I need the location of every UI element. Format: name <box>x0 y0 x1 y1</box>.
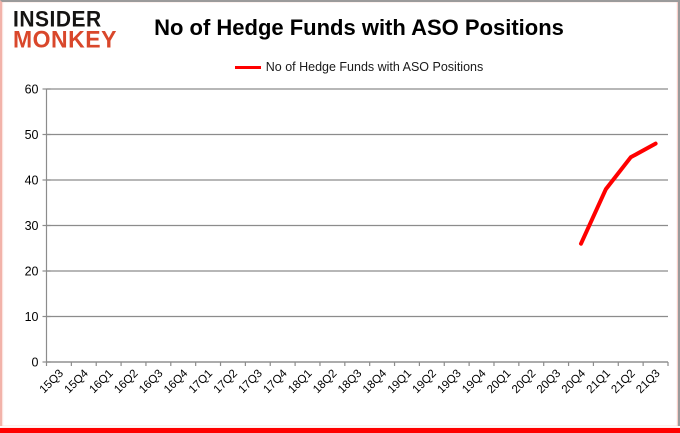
x-axis-label: 20Q3 <box>535 368 563 396</box>
x-axis-label: 20Q2 <box>510 368 538 396</box>
x-axis-label: 18Q1 <box>286 368 314 396</box>
x-axis-label: 18Q2 <box>311 368 339 396</box>
y-axis-label: 20 <box>25 265 39 279</box>
y-axis-label: 40 <box>25 174 39 188</box>
page-title: No of Hedge Funds with ASO Positions <box>154 15 564 40</box>
x-axis-label: 20Q4 <box>560 367 589 396</box>
x-axis-label: 15Q3 <box>38 368 66 396</box>
x-axis-label: 20Q1 <box>485 368 513 396</box>
x-axis-label: 19Q1 <box>386 368 414 396</box>
x-axis-label: 21Q3 <box>634 368 662 396</box>
x-axis-label: 18Q4 <box>361 367 390 396</box>
x-axis-label: 17Q3 <box>237 368 265 396</box>
x-axis-label: 21Q2 <box>609 368 637 396</box>
x-axis-label: 19Q2 <box>411 368 439 396</box>
x-axis-label: 16Q1 <box>87 368 115 396</box>
x-axis-label: 18Q3 <box>336 368 364 396</box>
logo-line-monkey: MONKEY <box>13 25 117 53</box>
x-axis-label: 17Q4 <box>261 367 290 396</box>
y-axis-label: 60 <box>25 83 39 97</box>
x-axis-label: 16Q3 <box>137 368 165 396</box>
legend-line-swatch <box>234 65 261 69</box>
logo-line-insider: INSIDER <box>13 7 102 32</box>
x-axis-label: 17Q1 <box>187 368 215 396</box>
y-axis-label: 50 <box>25 128 39 142</box>
y-axis-label: 0 <box>32 356 39 370</box>
x-axis-label: 21Q1 <box>585 368 613 396</box>
x-axis-label: 19Q4 <box>460 367 489 396</box>
legend: No of Hedge Funds with ASO Positions <box>44 60 674 74</box>
x-axis-label: 15Q4 <box>63 367 92 396</box>
y-axis-label: 10 <box>25 310 39 324</box>
line-chart: 010203040506015Q315Q416Q116Q216Q316Q417Q… <box>25 83 669 396</box>
legend-label: No of Hedge Funds with ASO Positions <box>265 60 484 74</box>
x-axis-label: 16Q4 <box>162 367 191 396</box>
y-axis-label: 30 <box>25 219 39 233</box>
series-line <box>579 141 658 246</box>
bottom-accent-bar <box>0 428 680 433</box>
x-axis-label: 17Q2 <box>212 368 240 396</box>
x-axis-label: 16Q2 <box>112 368 140 396</box>
insider-monkey-logo: INSIDER MONKEY <box>13 7 117 53</box>
x-axis-label: 19Q3 <box>435 368 463 396</box>
